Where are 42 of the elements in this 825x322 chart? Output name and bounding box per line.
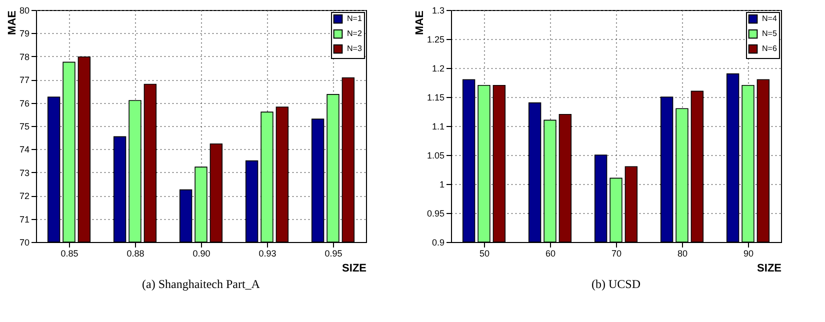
x-tick-label: 50: [479, 248, 490, 258]
y-tick-label: 1.15: [426, 92, 444, 102]
y-tick-label: 72: [19, 191, 30, 202]
y-tick-label: 1.25: [426, 34, 444, 44]
y-tick-label: 77: [19, 75, 30, 86]
y-tick-label: 1.1: [432, 122, 444, 132]
y-axis-title: MAE: [6, 10, 18, 35]
x-tick-label: 0.88: [126, 248, 144, 258]
y-tick-label: 70: [19, 238, 30, 248]
y-tick-label: 1.2: [432, 64, 444, 74]
legend-label: N=4: [762, 14, 778, 23]
x-tick-label: 80: [677, 248, 688, 258]
y-tick-label: 79: [19, 28, 30, 39]
x-tick-label: 60: [545, 248, 556, 258]
legend-label: N=3: [347, 44, 362, 53]
x-tick-label: 90: [743, 248, 754, 258]
y-tick-label: 1: [439, 180, 444, 190]
y-tick-label: 1.05: [426, 150, 444, 160]
y-tick-label: 80: [19, 6, 30, 16]
x-tick-label: 0.90: [192, 248, 210, 258]
x-tick-label: 70: [611, 248, 622, 258]
y-tick-label: 75: [19, 122, 30, 132]
legend-label: N=2: [347, 29, 362, 38]
x-tick-label: 0.95: [324, 248, 342, 258]
y-tick-label: 74: [19, 144, 30, 155]
y-axis-title: MAE: [414, 10, 426, 35]
y-tick-label: 0.95: [426, 208, 444, 218]
x-axis-title: SIZE: [342, 262, 366, 274]
x-tick-label: 0.85: [60, 248, 78, 258]
y-tick-label: 78: [19, 52, 30, 62]
y-tick-label: 73: [19, 168, 30, 178]
y-tick-label: 0.9: [432, 238, 444, 248]
y-tick-label: 71: [19, 214, 30, 224]
legend-label: N=5: [762, 29, 778, 38]
y-tick-label: 1.3: [432, 6, 444, 16]
x-axis-title: SIZE: [757, 262, 782, 274]
legend-label: N=1: [347, 14, 362, 23]
x-tick-label: 0.93: [258, 248, 276, 258]
text: (b) UCSD: [591, 277, 641, 291]
legend-label: N=6: [762, 44, 778, 53]
text: (a) Shanghaitech Part_A: [142, 277, 260, 291]
y-tick-label: 76: [19, 98, 30, 108]
